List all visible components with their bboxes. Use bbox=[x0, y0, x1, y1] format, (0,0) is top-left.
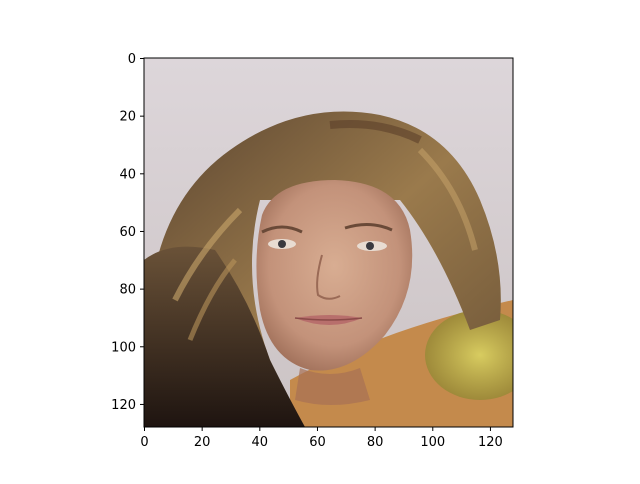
x-tick-label: 80 bbox=[367, 435, 384, 450]
y-tick-label: 100 bbox=[111, 340, 136, 355]
portrait-image bbox=[144, 58, 513, 427]
y-tick-label: 0 bbox=[128, 52, 136, 67]
y-tick-label: 20 bbox=[119, 110, 136, 125]
axes-frame bbox=[143, 57, 514, 428]
y-tick-label: 60 bbox=[119, 225, 136, 240]
x-tick-label: 40 bbox=[252, 435, 269, 450]
y-tick-label: 40 bbox=[119, 167, 136, 182]
x-tick-label: 20 bbox=[194, 435, 211, 450]
y-tick-label: 120 bbox=[111, 398, 136, 413]
x-axis: 0 20 40 60 80 100 120 bbox=[140, 427, 503, 450]
y-tick-label: 80 bbox=[119, 283, 136, 298]
x-tick-label: 0 bbox=[140, 435, 148, 450]
x-tick-label: 100 bbox=[420, 435, 445, 450]
y-axis: 0 20 40 60 80 100 120 bbox=[111, 52, 144, 413]
x-tick-label: 60 bbox=[309, 435, 326, 450]
x-tick-label: 120 bbox=[478, 435, 503, 450]
